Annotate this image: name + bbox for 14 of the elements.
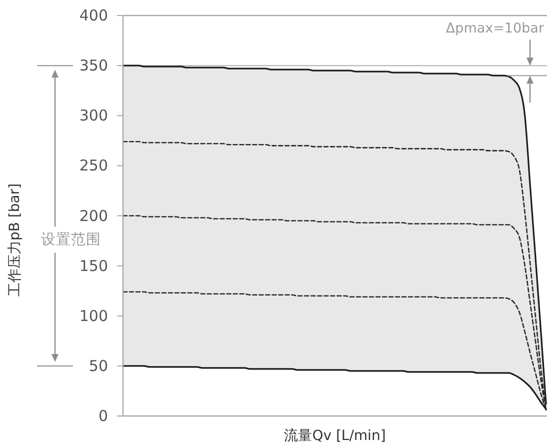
annotation: Δpmax=10bar [446, 20, 544, 37]
y-tick-label: 350 [79, 56, 108, 75]
line-series [122, 365, 547, 410]
y-tick-label: 100 [79, 306, 108, 325]
x-axis-title: 流量Qv [L/min] [284, 428, 386, 444]
y-tick-label: 50 [88, 356, 108, 375]
y-tick-label: 0 [98, 407, 108, 425]
y-tick-label: 250 [79, 156, 108, 175]
y-tick-label: 200 [79, 206, 108, 225]
y-tick-label: 150 [79, 256, 108, 275]
y-axis-title: 工作压力pB [bar] [7, 183, 23, 297]
y-tick-label: 400 [79, 6, 108, 24]
text: 设置范围 [41, 230, 101, 248]
y-tick-label: 300 [79, 106, 108, 125]
